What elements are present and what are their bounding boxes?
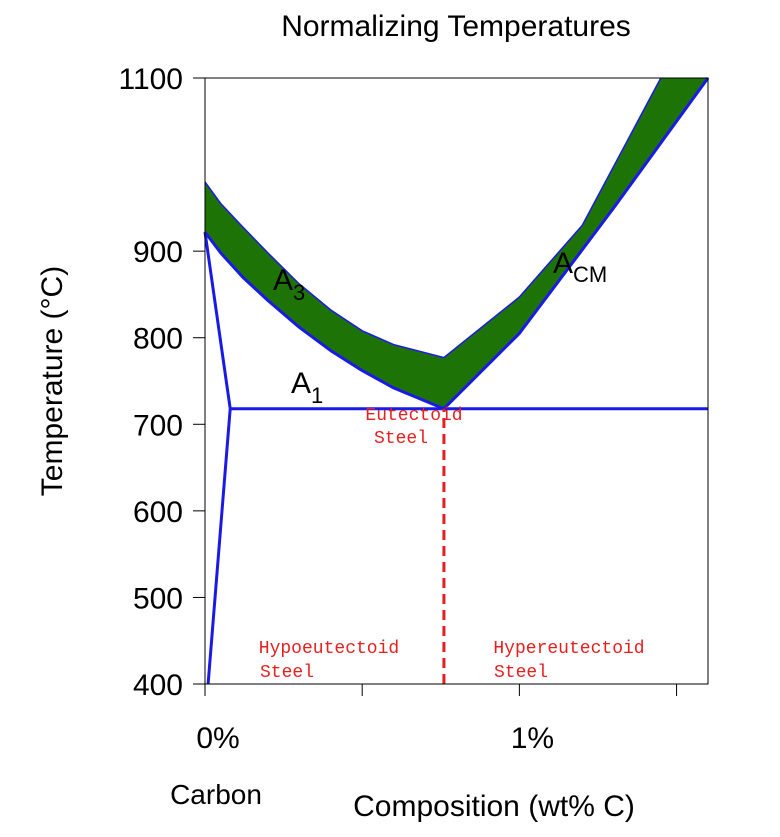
normalizing-band	[205, 78, 708, 409]
y-tick-label: 700	[133, 409, 183, 442]
hypoeutectoid-annotation-line2: Steel	[260, 663, 314, 683]
y-tick-label: 900	[133, 236, 183, 269]
line-ferrite-boundary	[203, 231, 232, 685]
a3-label-subscript: 3	[293, 280, 305, 305]
a1-label: A1	[291, 367, 323, 408]
y-tick-label: 500	[133, 582, 183, 615]
plot-frame	[204, 77, 709, 685]
hypereutectoid-annotation-line1: Hypereutectoid	[493, 639, 644, 659]
acm-label-subscript: CM	[573, 262, 607, 287]
phase-lines-layer	[203, 77, 710, 685]
y-tick-label: 1100	[118, 63, 183, 96]
a3-label-main: A	[273, 264, 293, 297]
y-tick-label: 800	[133, 323, 183, 356]
y-tick-label: 600	[133, 496, 183, 529]
y-axis-label: Temperature (°C)	[36, 266, 69, 496]
eutectoid-annotation-line2: Steel	[374, 429, 428, 449]
a1-label-subscript: 1	[311, 383, 323, 408]
acm-label: ACM	[553, 247, 607, 287]
chart-title: Normalizing Temperatures	[281, 10, 631, 43]
acm-label-main: A	[553, 247, 573, 280]
eutectoid-annotation-line1: Eutectoid	[365, 406, 462, 426]
normalizing-band-upper-edge	[204, 77, 662, 359]
x-axis: 0% 1%	[196, 684, 678, 755]
y-axis: 400 500 600 700 800 900 1100	[118, 63, 205, 702]
x-axis-secondary-label: Carbon	[170, 779, 262, 810]
a3-label: A3	[273, 264, 305, 305]
x-axis-label: Composition (wt% C)	[353, 790, 635, 823]
line-a3	[203, 231, 445, 411]
normalizing-band-layer	[204, 77, 708, 409]
hypoeutectoid-annotation-line1: Hypoeutectoid	[259, 639, 399, 659]
x-tick-label: 1%	[511, 722, 554, 755]
y-tick-label: 400	[133, 669, 183, 702]
hypereutectoid-annotation-line2: Steel	[494, 663, 548, 683]
line-acm	[442, 77, 710, 410]
a1-label-main: A	[291, 367, 311, 400]
x-tick-label: 0%	[196, 722, 239, 755]
